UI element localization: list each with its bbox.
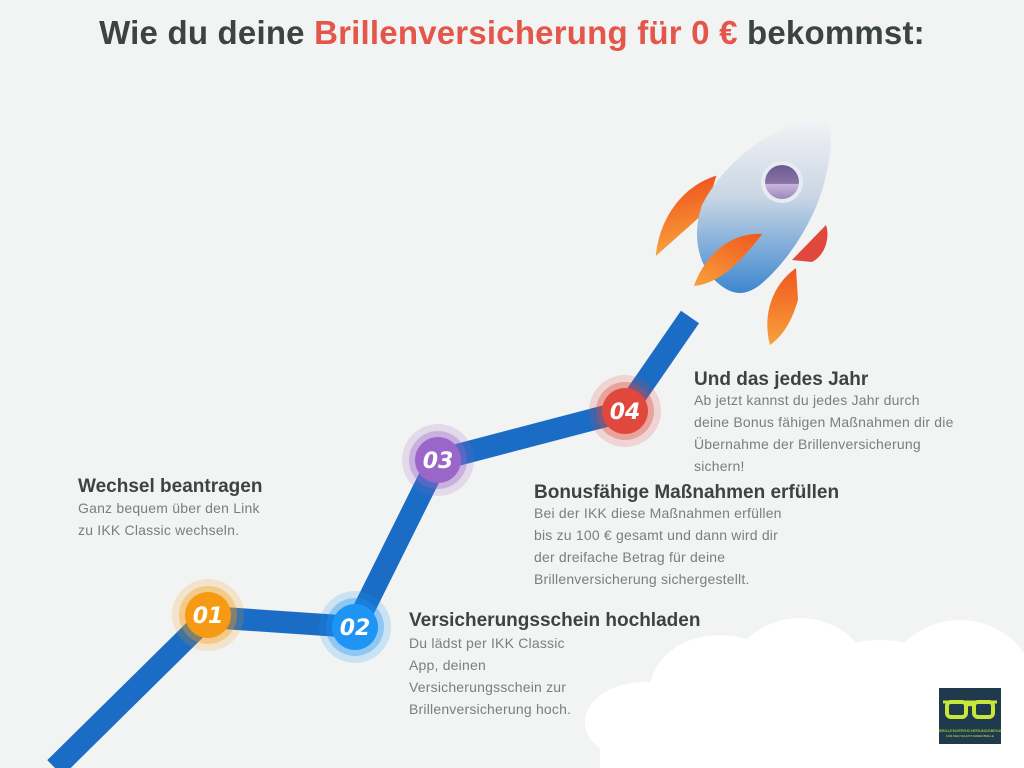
step-number: 04 xyxy=(610,400,641,425)
step-3-title: Bonusfähige Maßnahmen erfüllen xyxy=(534,482,840,503)
step-marker-03: 03 xyxy=(402,424,474,496)
logo-brand-text: BRILLENVERSICHERUNGSBEDARF.COM xyxy=(939,728,1001,733)
glasses-icon xyxy=(943,700,997,719)
step-2-title: Versicherungsschein hochladen xyxy=(409,610,701,631)
step-3-text: Bei der IKK diese Maßnahmen erfüllen bis… xyxy=(534,505,782,587)
step-marker-04: 04 xyxy=(589,375,661,447)
step-2-text: Du lädst per IKK Classic App, deinen Ver… xyxy=(409,635,572,717)
title-prefix: Wie du deine xyxy=(99,14,315,51)
page-title: Wie du deine Brillenversicherung für 0 €… xyxy=(0,14,1024,52)
step-4-title: Und das jedes Jahr xyxy=(694,369,869,390)
step-marker-01: 01 xyxy=(172,579,244,651)
title-accent: Brillenversicherung für 0 € xyxy=(314,14,738,51)
step-marker-02: 02 xyxy=(319,591,391,663)
step-number: 03 xyxy=(423,449,454,474)
cloud-decoration xyxy=(585,618,1024,768)
rocket-icon xyxy=(655,119,832,345)
title-suffix: bekommst: xyxy=(737,14,925,51)
step-1-title: Wechsel beantragen xyxy=(78,476,263,497)
step-4-text: Ab jetzt kannst du jedes Jahr durch dein… xyxy=(694,392,954,474)
step-number: 01 xyxy=(193,604,224,629)
step-1-text: Ganz bequem über den Link zu IKK Classic… xyxy=(78,500,260,538)
brand-logo: BRILLENVERSICHERUNGSBEDARF.COM FÜR DEN S… xyxy=(939,688,1001,744)
logo-tagline: FÜR DEN SCHUTZ IHRER BRILLE xyxy=(946,734,994,738)
step-number: 02 xyxy=(340,616,371,641)
